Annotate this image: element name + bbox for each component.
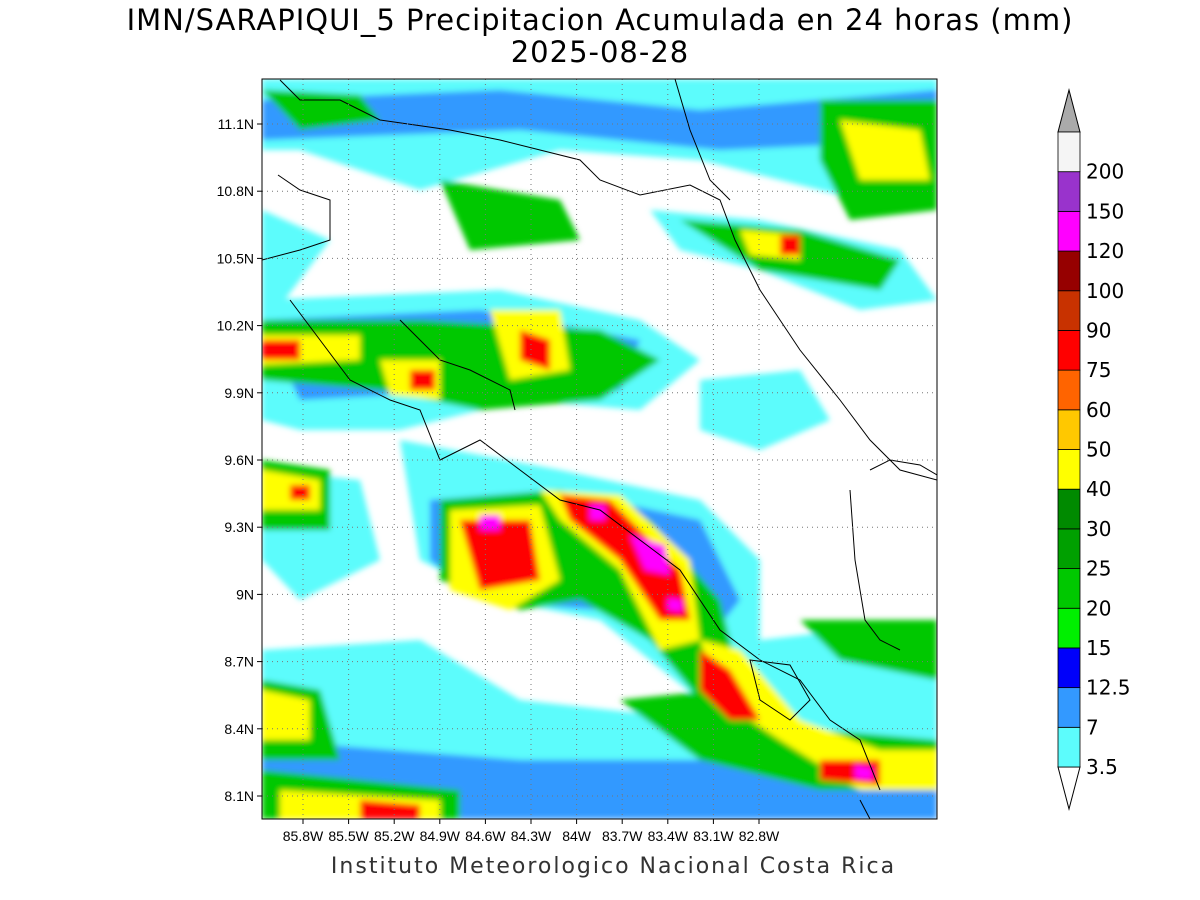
lat-tick-label: 10.8N — [217, 183, 254, 199]
lat-tick-label: 8.7N — [224, 654, 254, 670]
lat-tick-label: 10.2N — [217, 318, 254, 334]
colorbar-swatch — [1057, 330, 1081, 371]
colorbar-label: 3.5 — [1086, 755, 1118, 779]
colorbar-swatch — [1057, 250, 1081, 292]
lat-tick-label: 8.1N — [224, 788, 254, 804]
colorbar-label: 12.5 — [1086, 676, 1131, 700]
colorbar-swatch — [1057, 647, 1081, 689]
colorbar: 3.5 7 12.5 15 20 25 30 40 50 60 75 90 100 120 150 200 — [1057, 88, 1131, 811]
lon-tick-label: 85.5W — [328, 828, 369, 844]
lon-tick-label: 83.4W — [648, 828, 689, 844]
map-title: IMN/SARAPIQUI_5 Precipitacion Acumulada … — [126, 3, 1074, 37]
colorbar-label: 50 — [1086, 438, 1111, 462]
map-date: 2025-08-28 — [510, 35, 690, 69]
colorbar-swatch — [1057, 171, 1081, 212]
lon-tick-label: 84W — [562, 828, 592, 844]
latitude-axis: 11.1N 10.8N 10.5N 10.2N 9.9N 9.6N 9.3N 9N 8.7N 8.… — [217, 116, 262, 804]
lon-tick-label: 83.7W — [602, 828, 643, 844]
precipitation-field — [262, 79, 937, 819]
colorbar-over-arrow — [1057, 88, 1081, 133]
colorbar-swatch — [1057, 210, 1081, 252]
colorbar-label: 150 — [1086, 199, 1124, 223]
lon-tick-label: 85.8W — [283, 828, 324, 844]
colorbar-swatch — [1057, 409, 1081, 450]
lon-tick-label: 84.6W — [465, 828, 506, 844]
colorbar-swatch — [1057, 449, 1081, 490]
colorbar-label: 15 — [1086, 636, 1111, 660]
lon-tick-label: 83.1W — [693, 828, 734, 844]
colorbar-swatch — [1057, 607, 1081, 649]
colorbar-label: 200 — [1086, 160, 1124, 184]
colorbar-label: 90 — [1086, 318, 1111, 342]
lon-tick-label: 84.3W — [511, 828, 552, 844]
colorbar-swatch — [1057, 568, 1081, 609]
colorbar-label: 20 — [1086, 596, 1111, 620]
colorbar-swatch — [1057, 528, 1081, 569]
colorbar-swatch — [1057, 687, 1081, 728]
colorbar-swatch — [1057, 290, 1081, 331]
colorbar-label: 7 — [1086, 715, 1099, 739]
colorbar-swatch — [1057, 726, 1081, 768]
colorbar-label: 25 — [1086, 557, 1111, 581]
colorbar-swatch — [1057, 131, 1081, 173]
lat-tick-label: 11.1N — [218, 116, 254, 132]
colorbar-label: 30 — [1086, 517, 1111, 541]
footer-credit: Instituto Meteorologico Nacional Costa R… — [330, 854, 897, 879]
colorbar-label: 60 — [1086, 398, 1111, 422]
lat-tick-label: 9.6N — [224, 452, 254, 468]
colorbar-swatch — [1057, 369, 1081, 411]
colorbar-label: 120 — [1086, 239, 1124, 263]
lat-tick-label: 10.5N — [217, 250, 254, 266]
colorbar-label: 40 — [1086, 477, 1111, 501]
lat-tick-label: 9.3N — [224, 519, 254, 535]
lat-tick-label: 9.9N — [224, 385, 254, 401]
coastline-borders — [262, 79, 937, 819]
lon-tick-label: 82.8W — [739, 828, 780, 844]
colorbar-label: 100 — [1086, 279, 1124, 303]
lat-tick-label: 9N — [236, 586, 254, 602]
lon-tick-label: 85.2W — [374, 828, 415, 844]
map-frame — [261, 78, 938, 820]
lat-lon-grid — [262, 79, 937, 819]
lat-tick-label: 8.4N — [224, 721, 254, 737]
lon-tick-label: 84.9W — [420, 828, 461, 844]
colorbar-swatch — [1057, 488, 1081, 530]
colorbar-label: 75 — [1086, 358, 1111, 382]
colorbar-under-arrow — [1057, 766, 1081, 811]
longitude-axis: 85.8W 85.5W 85.2W 84.9W 84.6W 84.3W 84W 83.7W 83… — [283, 819, 780, 844]
